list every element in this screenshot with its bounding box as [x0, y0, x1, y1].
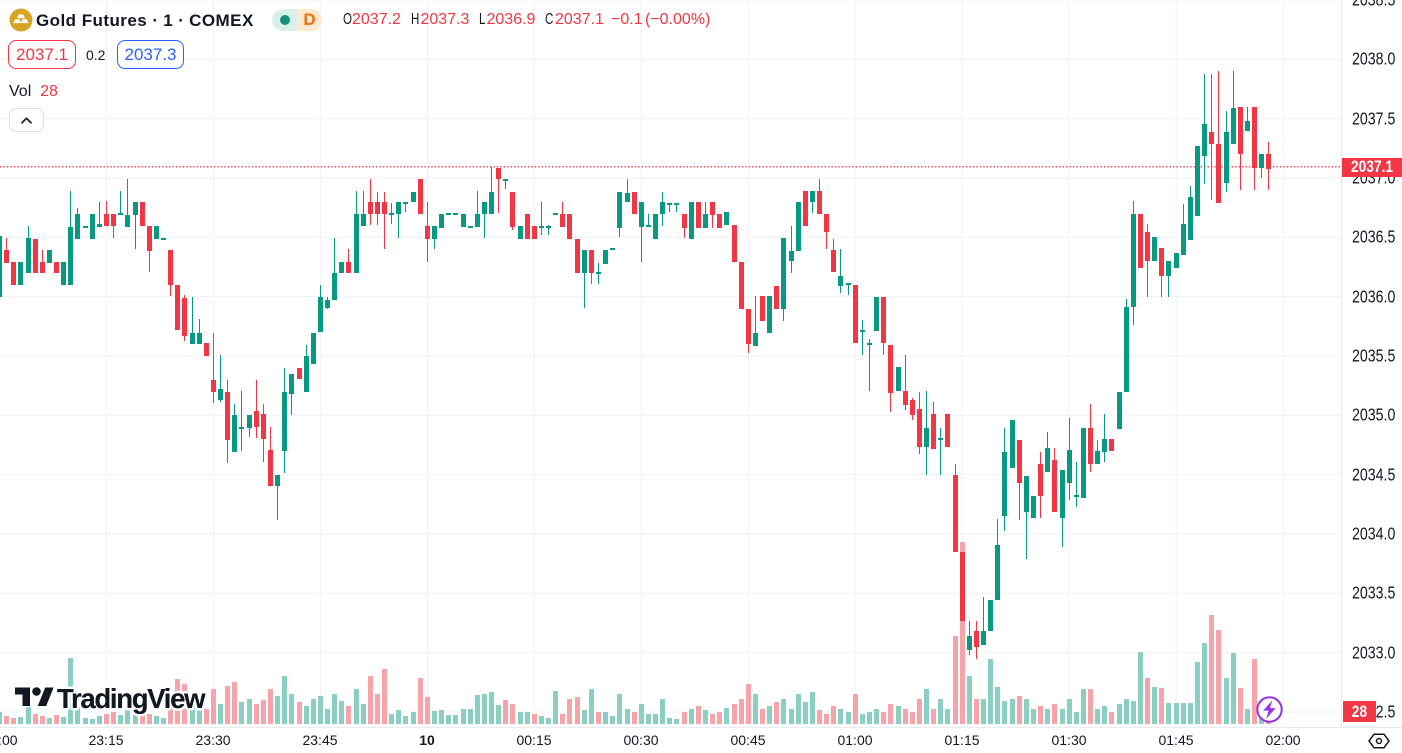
svg-text:TradingView: TradingView	[57, 683, 206, 714]
svg-text:TradingView: TradingView	[57, 683, 206, 714]
